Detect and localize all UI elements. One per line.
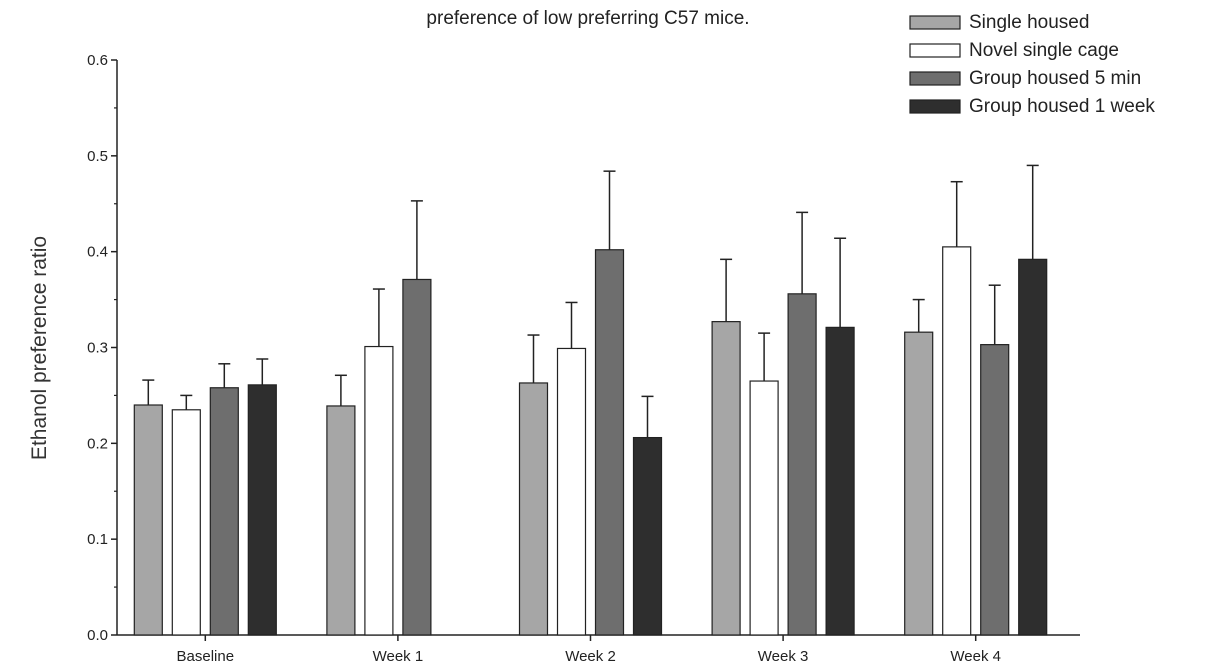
y-axis: 0.0 0.1 0.2 0.3 0.4 0.5 0.6 xyxy=(87,52,118,644)
bar xyxy=(942,246,972,636)
x-tick-label: Week 1 xyxy=(373,648,424,665)
y-tick-label: 0.6 xyxy=(87,52,108,69)
bar xyxy=(1018,258,1048,636)
y-tick-label: 0.4 xyxy=(87,244,108,261)
legend-label: Novel single cage xyxy=(969,40,1119,61)
bar xyxy=(364,345,394,636)
bar xyxy=(632,436,663,636)
x-tick-label: Week 3 xyxy=(758,648,809,665)
bar xyxy=(980,344,1010,636)
bar xyxy=(825,326,855,636)
legend-swatch xyxy=(909,71,961,86)
chart-title: preference of low preferring C57 mice. xyxy=(426,8,749,29)
bars-layer xyxy=(133,164,1048,636)
legend: Single housed Novel single cage Group hous… xyxy=(909,12,1155,117)
x-tick-label: Week 4 xyxy=(950,648,1001,665)
bar xyxy=(904,331,934,636)
bar xyxy=(749,380,779,636)
x-tick-label: Baseline xyxy=(177,648,235,665)
bar xyxy=(247,384,277,636)
x-axis: Baseline Week 1 Week 2 Week 3 Week 4 xyxy=(117,634,1080,665)
bar xyxy=(787,293,817,636)
legend-swatch xyxy=(909,99,961,114)
y-tick-label: 0.1 xyxy=(87,531,108,548)
bar xyxy=(711,321,741,636)
bar xyxy=(133,404,163,636)
y-tick-label: 0.3 xyxy=(87,340,108,357)
legend-label: Group housed 1 week xyxy=(969,96,1155,117)
bar xyxy=(402,278,432,636)
bar xyxy=(171,409,201,636)
bar xyxy=(518,382,549,636)
legend-swatch xyxy=(909,15,961,30)
y-tick-label: 0.0 xyxy=(87,627,108,644)
y-tick-label: 0.2 xyxy=(87,435,108,452)
legend-label: Group housed 5 min xyxy=(969,68,1141,89)
legend-label: Single housed xyxy=(969,12,1089,33)
y-axis-title: Ethanol preference ratio xyxy=(28,236,51,460)
bar xyxy=(556,347,587,636)
legend-swatch xyxy=(909,43,961,58)
bar xyxy=(326,405,356,636)
bar xyxy=(209,387,239,636)
y-tick-label: 0.5 xyxy=(87,148,108,165)
x-tick-label: Week 2 xyxy=(565,648,616,665)
bar xyxy=(594,249,625,636)
